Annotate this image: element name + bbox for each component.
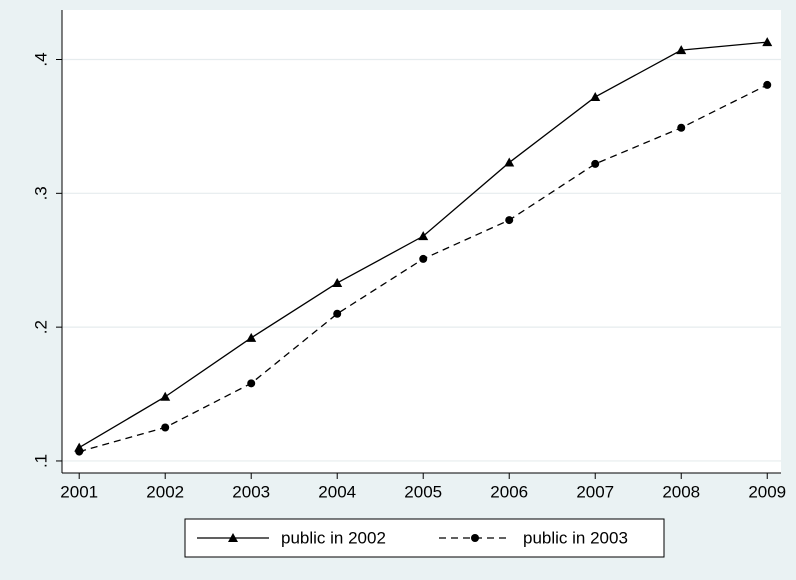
x-tick-label: 2005: [404, 482, 442, 501]
x-tick-label: 2003: [232, 482, 270, 501]
x-tick-label: 2009: [748, 482, 786, 501]
marker: [160, 391, 171, 401]
marker: [471, 534, 479, 542]
x-tick-label: 2004: [318, 482, 356, 501]
x-tick-label: 2008: [662, 482, 700, 501]
marker: [676, 45, 687, 55]
legend-label: public in 2002: [281, 528, 386, 547]
y-tick-label: .1: [31, 454, 50, 468]
y-tick-label: .4: [31, 52, 50, 66]
marker: [677, 123, 686, 132]
marker: [763, 80, 772, 89]
marker: [247, 379, 256, 388]
marker: [75, 447, 84, 456]
marker: [762, 37, 773, 47]
plot-area: [62, 10, 781, 473]
marker: [505, 216, 514, 225]
marker: [419, 254, 428, 263]
marker: [161, 423, 170, 432]
x-tick-label: 2002: [146, 482, 184, 501]
y-tick-label: .2: [31, 320, 50, 334]
legend-label: public in 2003: [523, 528, 628, 547]
marker: [332, 277, 343, 287]
x-tick-label: 2006: [490, 482, 528, 501]
x-tick-label: 2007: [576, 482, 614, 501]
marker: [228, 533, 238, 542]
marker: [591, 159, 600, 168]
marker: [590, 91, 601, 101]
marker: [418, 231, 429, 241]
x-tick-label: 2001: [60, 482, 98, 501]
y-tick-label: .3: [31, 186, 50, 200]
marker: [504, 157, 515, 167]
marker: [333, 309, 342, 318]
marker: [246, 332, 257, 342]
